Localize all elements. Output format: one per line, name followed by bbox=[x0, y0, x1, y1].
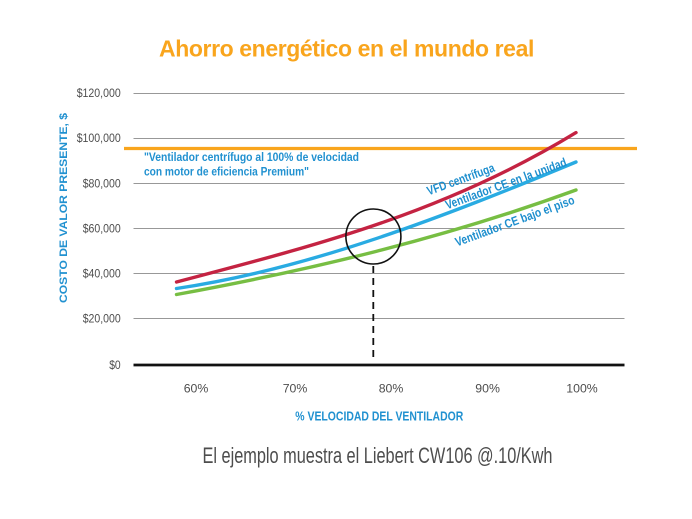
svg-text:70%: 70% bbox=[283, 382, 308, 396]
svg-text:COSTO DE VALOR PRESENTE, $: COSTO DE VALOR PRESENTE, $ bbox=[58, 113, 70, 303]
svg-text:$80,000: $80,000 bbox=[83, 178, 121, 190]
svg-text:"Ventilador centrífugo al 100%: "Ventilador centrífugo al 100% de veloci… bbox=[144, 152, 359, 164]
svg-text:$0: $0 bbox=[109, 360, 121, 372]
svg-text:El ejemplo muestra el Liebert: El ejemplo muestra el Liebert CW106 @.10… bbox=[203, 443, 553, 468]
svg-text:$40,000: $40,000 bbox=[83, 268, 121, 280]
svg-text:$100,000: $100,000 bbox=[77, 133, 121, 145]
svg-text:Ahorro energético en el mundo: Ahorro energético en el mundo real bbox=[159, 36, 534, 62]
svg-text:60%: 60% bbox=[184, 382, 209, 396]
svg-text:$120,000: $120,000 bbox=[77, 88, 121, 100]
svg-text:90%: 90% bbox=[475, 382, 500, 396]
svg-text:$20,000: $20,000 bbox=[83, 313, 121, 325]
svg-text:80%: 80% bbox=[379, 382, 404, 396]
svg-text:$60,000: $60,000 bbox=[83, 223, 121, 235]
svg-text:100%: 100% bbox=[566, 382, 598, 396]
svg-text:% VELOCIDAD DEL VENTILADOR: % VELOCIDAD DEL VENTILADOR bbox=[295, 409, 463, 424]
svg-text:con motor de eficiencia Premiu: con motor de eficiencia Premium" bbox=[144, 167, 309, 179]
